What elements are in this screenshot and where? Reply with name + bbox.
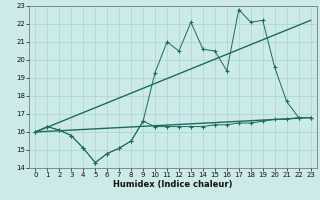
X-axis label: Humidex (Indice chaleur): Humidex (Indice chaleur) xyxy=(113,180,233,189)
